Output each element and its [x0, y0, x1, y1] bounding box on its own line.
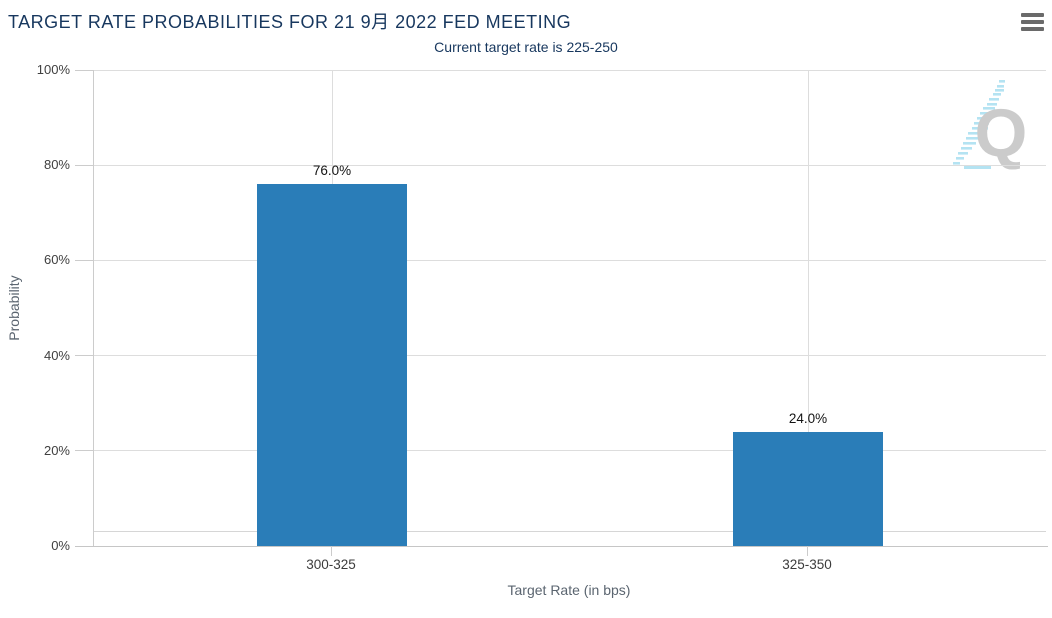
gridline-h — [94, 164, 1046, 166]
gridline-h — [94, 450, 1046, 452]
y-axis-tick-label: 0% — [51, 538, 70, 553]
x-axis-title: Target Rate (in bps) — [507, 582, 631, 598]
axis-baseline-offset-line — [94, 530, 1046, 532]
gridline-v — [807, 70, 809, 546]
x-axis-tick-label: 300-325 — [306, 557, 356, 572]
chart-subtitle: Current target rate is 225-250 — [434, 39, 618, 55]
gridline-h — [94, 259, 1046, 261]
gridline-h — [94, 69, 1046, 71]
y-axis-tick-label: 100% — [36, 62, 70, 77]
chart-title: TARGET RATE PROBABILITIES FOR 21 9月 2022… — [8, 12, 572, 32]
y-axis-tick — [75, 450, 93, 452]
y-axis-tick-label: 40% — [43, 347, 70, 363]
y-axis-tick — [75, 164, 93, 166]
quandl-watermark: Q — [941, 72, 1036, 177]
y-axis-tick-label: 60% — [43, 252, 70, 268]
bar-300-325[interactable] — [257, 184, 407, 546]
plot-area: Q 76.0% 24.0% — [93, 69, 1046, 546]
watermark-letter: Q — [975, 95, 1028, 171]
hamburger-bar — [1021, 27, 1044, 31]
gridline-h — [94, 355, 1046, 357]
x-axis-tick — [807, 546, 808, 556]
hamburger-bar — [1021, 20, 1044, 24]
y-axis-tick-label: 80% — [43, 157, 70, 173]
x-axis-tick — [331, 546, 332, 556]
y-axis-tick — [75, 355, 93, 357]
bar-value-label: 24.0% — [788, 410, 828, 426]
y-axis-title: Probability — [6, 275, 22, 341]
y-axis-tick — [75, 69, 93, 71]
hamburger-bar — [1021, 13, 1044, 17]
quandl-logo-icon: Q — [953, 80, 1028, 171]
y-axis-tick — [75, 259, 93, 261]
y-axis-tick-label: 20% — [43, 442, 70, 458]
x-axis-line — [75, 546, 1048, 547]
bar-value-label: 76.0% — [312, 163, 352, 179]
hamburger-menu-icon[interactable] — [1021, 13, 1044, 31]
x-axis-tick-label: 325-350 — [782, 557, 832, 572]
bar-325-350[interactable] — [733, 431, 883, 546]
